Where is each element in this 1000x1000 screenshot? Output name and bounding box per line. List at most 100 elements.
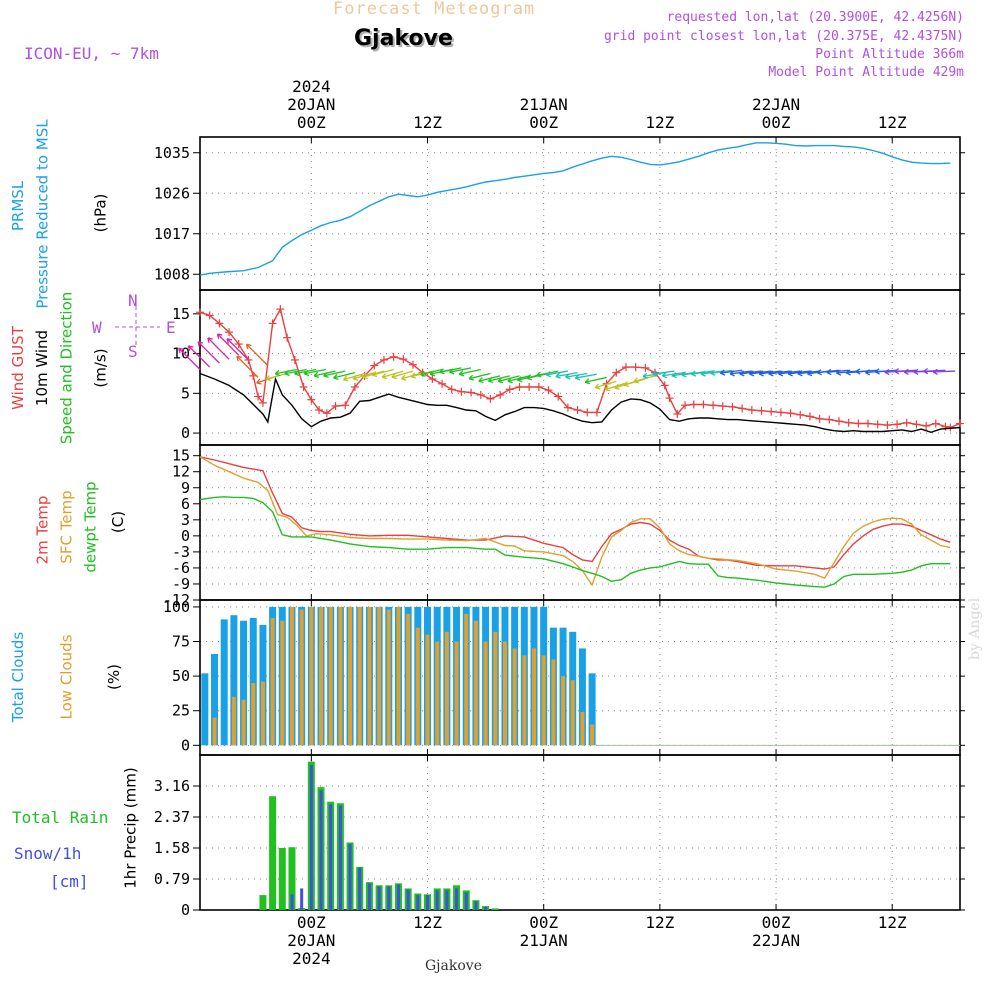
wind-arrow: [265, 372, 288, 380]
gust-marker: [331, 402, 340, 411]
gust-marker: [631, 363, 640, 372]
y-tick-label: 9: [181, 479, 190, 497]
time-label-bottom: 22JAN: [752, 931, 800, 950]
snow-bar: [445, 890, 449, 910]
temp-2m-label: 2m Temp: [32, 495, 51, 565]
pressure-label-long: Pressure Reduced to MSL: [33, 119, 52, 309]
wind-arrow: [313, 370, 336, 377]
wind-arrow-head: [614, 383, 619, 389]
location-name: Gjakove: [354, 26, 453, 51]
low-cloud-bar: [299, 609, 304, 746]
gust-marker: [438, 379, 447, 388]
wind-arrow: [226, 338, 249, 361]
wind-arrow-head: [478, 380, 484, 384]
wind-unit-label: (m/s): [91, 348, 110, 388]
gust-marker: [196, 308, 204, 317]
time-label-bottom: 00Z: [529, 913, 558, 932]
wind-arrow-head: [362, 373, 367, 378]
wind-speed-direction-label: Speed and Direction: [56, 291, 75, 445]
model-altitude: Model Point Altitude 429m: [768, 65, 964, 80]
low-cloud-bar: [231, 696, 236, 746]
wind-arrow-head: [216, 333, 220, 339]
time-label-top: 22JAN: [752, 95, 800, 114]
wind-arrow-head: [913, 371, 919, 375]
low-cloud-bar: [454, 641, 459, 746]
wind-arrow: [246, 343, 269, 366]
low-cloud-bar: [590, 724, 595, 746]
gust-marker: [864, 419, 873, 428]
wind-arrow-head: [826, 368, 832, 373]
wind-arrow-head: [410, 372, 416, 378]
wind-arrow-head: [642, 372, 648, 377]
wind-arrow-head: [748, 370, 754, 375]
wind-arrow-head: [700, 373, 706, 377]
gust-marker: [873, 420, 882, 429]
gust-marker: [534, 382, 543, 391]
gust-marker: [815, 414, 824, 423]
wind-arrow: [207, 337, 230, 360]
total-cloud-bar: [220, 619, 228, 746]
y-tick-label: 25: [172, 702, 190, 720]
wind-arrow-head: [178, 347, 184, 351]
wind-arrow: [468, 372, 491, 380]
wind-arrow-head: [778, 373, 784, 377]
gust-marker: [660, 381, 669, 390]
compass-west: W: [92, 318, 102, 337]
wind-arrow-head: [478, 377, 483, 382]
low-cloud-bar: [338, 606, 343, 746]
wind-arrow-head: [604, 385, 609, 391]
gust-marker: [379, 355, 388, 364]
low-cloud-bar: [551, 659, 556, 746]
y-tick-label: 12: [172, 463, 190, 481]
y-tick-label: 100: [163, 598, 190, 616]
grid-lines: [200, 137, 960, 910]
gust-marker: [681, 401, 690, 410]
gust-marker: [922, 421, 931, 430]
requested-coordinates: requested lon,lat (20.3900E, 42.4256N): [666, 10, 964, 25]
wind-arrow: [720, 369, 743, 374]
wind-arrow: [933, 370, 956, 373]
wind-arrow-head: [256, 378, 261, 384]
time-label-top: 2024: [292, 77, 331, 96]
gust-marker: [641, 363, 650, 372]
total-cloud-bar: [578, 648, 586, 746]
wind-arrow-head: [778, 370, 783, 375]
time-label-top: 12Z: [413, 113, 442, 132]
time-label-bottom: 12Z: [645, 913, 674, 932]
wind-arrow: [498, 375, 520, 382]
y-tick-label: -3: [172, 543, 190, 561]
gust-marker: [205, 311, 214, 320]
gust-marker: [350, 382, 359, 391]
gust-marker: [699, 400, 708, 409]
gust-marker: [786, 409, 795, 418]
wind-arrow-head: [729, 370, 735, 375]
time-label-top: 12Z: [878, 113, 907, 132]
wind-arrow: [333, 372, 356, 379]
wind-10m-label: 10m Wind: [33, 329, 52, 407]
wind-arrow-head: [894, 370, 900, 375]
wind-arrow-head: [333, 377, 339, 381]
gust-marker: [796, 410, 805, 419]
wind-arrow-head: [624, 384, 630, 388]
wind-arrow-head: [595, 386, 601, 390]
wind-arrow-head: [768, 370, 774, 375]
wind-arrow-head: [497, 377, 503, 382]
wind-arrow-head: [845, 372, 851, 376]
gust-marker: [912, 420, 921, 429]
gust-marker: [583, 408, 592, 417]
wind-arrow-head: [468, 374, 474, 380]
gust-marker: [505, 385, 514, 394]
wind-arrow-head: [623, 381, 629, 386]
y-tick-label: -12: [163, 591, 190, 609]
wind-arrow: [343, 372, 365, 381]
wind-arrow-head: [797, 373, 803, 377]
wind-arrow-head: [797, 370, 803, 375]
wind-arrow-head: [449, 371, 455, 375]
panel-frame-precipitation: [199, 754, 961, 911]
snow-bar: [406, 889, 410, 910]
wind-arrow-head: [614, 387, 620, 390]
low-cloud-bar: [212, 717, 217, 746]
wind-arrow-head: [894, 368, 899, 372]
wind-arrow-head: [372, 374, 378, 378]
rain-bar: [259, 895, 267, 910]
